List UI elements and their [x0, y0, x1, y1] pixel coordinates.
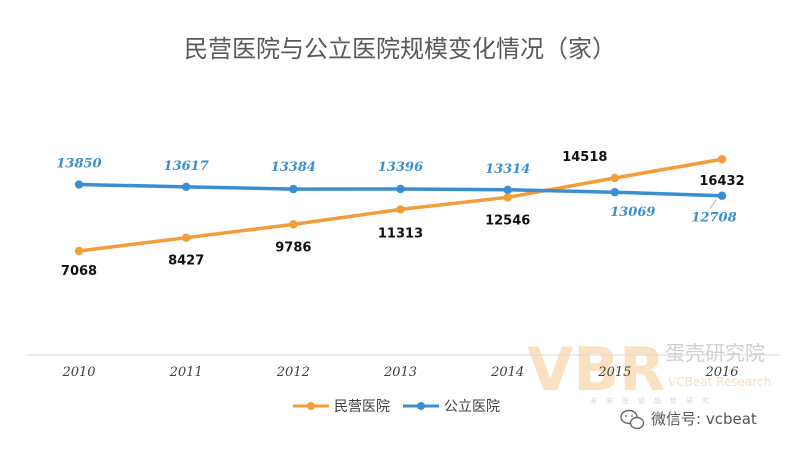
watermark-tagline: 未来医健趋势研究: [590, 396, 718, 405]
legend-item-private: 民营医院: [293, 399, 390, 415]
watermark-logo: VBR: [527, 335, 665, 405]
x-axis: 2010 2011 2012 2013 2014 2015 2016: [27, 354, 780, 380]
data-point: [717, 155, 727, 164]
wechat-badge: 微信号: vcbeat: [620, 409, 757, 430]
data-label: 12708: [691, 211, 736, 226]
x-tick-label: 2011: [169, 365, 203, 380]
legend-item-public: 公立医院: [403, 399, 500, 415]
data-point: [503, 185, 512, 194]
data-point: [74, 246, 84, 256]
data-point: [289, 184, 298, 194]
x-tick-label: 2013: [383, 365, 417, 380]
legend-marker-private: [307, 402, 315, 410]
data-label: 13396: [378, 160, 423, 175]
legend-label-public: 公立医院: [444, 399, 500, 415]
data-label: 12546: [485, 213, 530, 228]
x-tick-label: 2012: [276, 365, 310, 380]
data-label: 9786: [275, 240, 311, 255]
plot-area: [74, 155, 727, 256]
data-point: [610, 173, 620, 183]
data-point: [503, 193, 512, 202]
watermark-brand-cn: 蛋壳研究院: [665, 341, 765, 365]
data-point: [181, 182, 191, 192]
data-point: [289, 220, 298, 229]
data-label: 13069: [610, 205, 655, 220]
watermark-brand-en: VCBeat Research: [668, 375, 771, 389]
wechat-id-text: 微信号: vcbeat: [651, 410, 757, 428]
legend-label-private: 民营医院: [334, 399, 390, 415]
chart-title: 民营医院与公立医院规模变化情况（家）: [184, 35, 616, 63]
data-label: 16432: [699, 174, 744, 189]
data-point: [396, 205, 405, 214]
data-labels: 7068 8427 9786 11313 12546 14518 16432 13850 136…: [56, 150, 744, 279]
data-label: 11313: [378, 226, 423, 241]
data-label: 13850: [56, 157, 101, 172]
data-point: [181, 233, 191, 242]
data-label: 7068: [61, 264, 97, 279]
data-point: [717, 191, 727, 200]
legend: 民营医院 公立医院: [293, 399, 500, 415]
data-label: 8427: [168, 254, 204, 269]
data-label: 14518: [562, 150, 607, 165]
data-point: [610, 187, 620, 197]
label-leader-line: [709, 199, 717, 210]
data-label: 13314: [485, 162, 530, 177]
x-tick-label: 2015: [597, 365, 631, 380]
x-tick-label: 2010: [61, 365, 95, 380]
legend-marker-public: [417, 402, 425, 410]
data-point: [74, 180, 84, 189]
wechat-icon: [620, 409, 645, 430]
data-label: 13617: [164, 159, 209, 174]
x-tick-label: 2016: [704, 365, 738, 380]
data-label: 13384: [271, 160, 316, 175]
data-point: [396, 184, 405, 194]
watermark: VBR 蛋壳研究院 VCBeat Research 未来医健趋势研究: [527, 335, 771, 405]
x-tick-label: 2014: [490, 365, 524, 380]
